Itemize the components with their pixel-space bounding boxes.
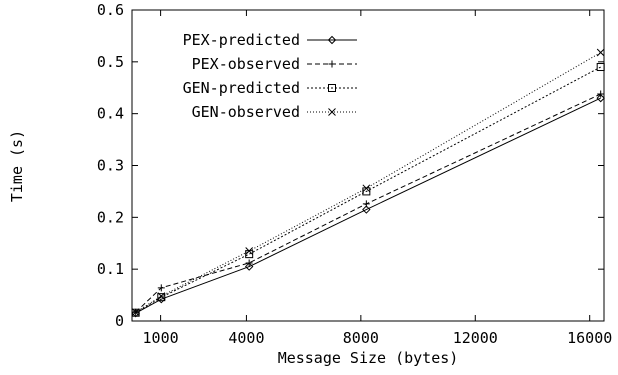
data-point-plus bbox=[597, 90, 605, 98]
data-point-diamond bbox=[596, 93, 605, 103]
series-line bbox=[135, 93, 601, 313]
data-point-plus bbox=[157, 284, 165, 292]
y-tick-label: 0.6 bbox=[97, 1, 124, 19]
legend-item: GEN-predicted bbox=[183, 79, 357, 97]
series-PEX-predicted bbox=[131, 93, 605, 318]
series-line bbox=[135, 66, 601, 314]
x-tick-label: 1000 bbox=[143, 329, 179, 347]
data-point-cross bbox=[245, 247, 254, 255]
y-tick-label: 0.2 bbox=[97, 208, 124, 226]
legend-item: GEN-observed bbox=[192, 103, 357, 121]
data-point-plus bbox=[245, 259, 253, 267]
data-point-plus bbox=[362, 200, 370, 208]
data-point-square bbox=[596, 63, 605, 72]
series-group bbox=[131, 48, 605, 318]
y-tick-label: 0.1 bbox=[97, 260, 124, 278]
data-point-square bbox=[157, 293, 166, 302]
y-axis-title: Time (s) bbox=[8, 130, 26, 202]
data-point-square bbox=[131, 308, 140, 317]
y-tick-label: 0 bbox=[115, 312, 124, 330]
x-tick-label: 4000 bbox=[228, 329, 264, 347]
series-GEN-observed bbox=[131, 48, 605, 317]
data-point-cross bbox=[328, 108, 336, 116]
data-point-plus bbox=[328, 60, 336, 68]
data-point-cross bbox=[157, 292, 166, 300]
tick-group: 0 0.1 0.2 0.3 0.4 0.5 0.6 1000 4000 8000 12000 1600… bbox=[97, 1, 612, 347]
data-point-cross bbox=[596, 48, 605, 57]
series-line bbox=[135, 97, 601, 314]
legend-label: PEX-predicted bbox=[183, 31, 300, 49]
legend: PEX-predicted PEX-observed GEN-predicted GE… bbox=[183, 31, 357, 121]
y-tick-label: 0.5 bbox=[97, 53, 124, 71]
data-point-square bbox=[328, 84, 336, 92]
x-tick-label: 8000 bbox=[343, 329, 379, 347]
legend-item: PEX-observed bbox=[192, 55, 357, 73]
data-point-diamond bbox=[244, 262, 254, 271]
y-tick-label: 0.3 bbox=[97, 157, 124, 175]
legend-label: PEX-observed bbox=[192, 55, 300, 73]
data-point-diamond bbox=[327, 35, 337, 45]
legend-label: GEN-observed bbox=[192, 103, 300, 121]
data-point-diamond bbox=[362, 205, 371, 214]
legend-label: GEN-predicted bbox=[183, 79, 300, 97]
x-tick-label: 12000 bbox=[453, 329, 498, 347]
x-axis-title: Message Size (bytes) bbox=[278, 349, 459, 367]
data-point-cross bbox=[362, 184, 371, 193]
data-point-cross bbox=[131, 308, 140, 317]
x-tick-label: 16000 bbox=[567, 329, 612, 347]
legend-item: PEX-predicted bbox=[183, 31, 357, 49]
y-tick-label: 0.4 bbox=[97, 105, 124, 123]
series-PEX-observed bbox=[132, 90, 605, 316]
